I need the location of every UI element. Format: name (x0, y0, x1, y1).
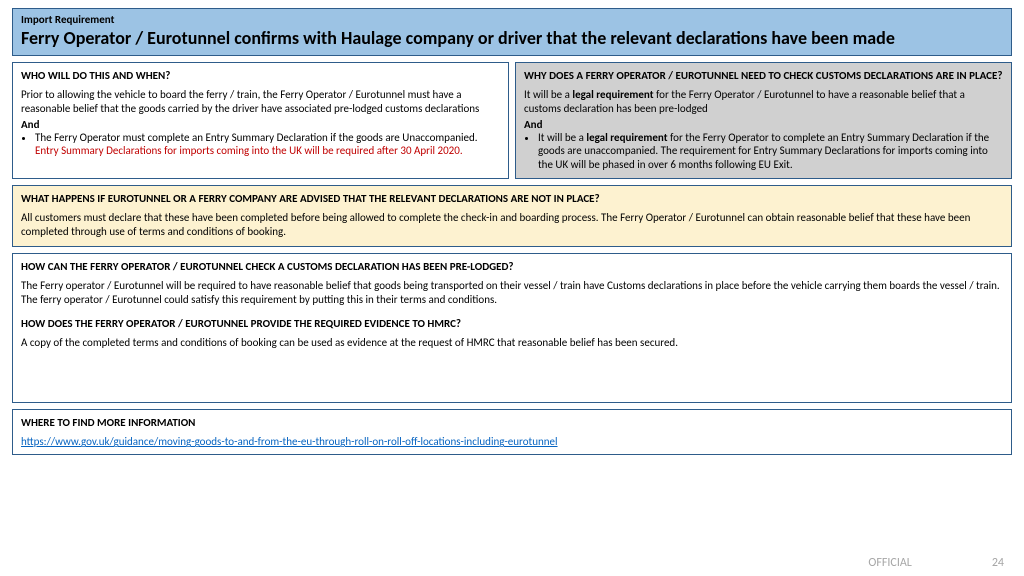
more-info-box: WHERE TO FIND MORE INFORMATION https://w… (12, 409, 1012, 455)
who-bullet-warn: Entry Summary Declarations for imports c… (35, 144, 463, 157)
more-info-link[interactable]: https://www.gov.uk/guidance/moving-goods… (21, 435, 558, 448)
why-p1: It will be a legal requirement for the F… (524, 88, 1003, 116)
why-li1b: legal requirement (586, 131, 667, 144)
who-bullet-text: The Ferry Operator must complete an Entr… (35, 131, 478, 144)
who-title: WHO WILL DO THIS AND WHEN? (21, 69, 500, 82)
who-p1: Prior to allowing the vehicle to board t… (21, 88, 500, 116)
who-bullet: The Ferry Operator must complete an Entr… (35, 131, 500, 159)
why-p1b: legal requirement (572, 88, 653, 101)
who-and: And (21, 118, 500, 131)
why-box: WHY DOES A FERRY OPERATOR / EUROTUNNEL N… (515, 62, 1012, 179)
why-li1a: It will be a (538, 131, 586, 144)
what-happens-p1: All customers must declare that these ha… (21, 211, 1003, 239)
how-title1: HOW CAN THE FERRY OPERATOR / EUROTUNNEL … (21, 260, 1003, 273)
who-box: WHO WILL DO THIS AND WHEN? Prior to allo… (12, 62, 509, 179)
how-p1: The Ferry operator / Eurotunnel will be … (21, 279, 1003, 307)
two-column-row: WHO WILL DO THIS AND WHEN? Prior to allo… (12, 62, 1012, 179)
why-and: And (524, 118, 1003, 131)
how-box: HOW CAN THE FERRY OPERATOR / EUROTUNNEL … (12, 253, 1012, 403)
what-happens-title: WHAT HAPPENS IF EUROTUNNEL OR A FERRY CO… (21, 192, 1003, 205)
header-subtitle: Import Requirement (21, 13, 1003, 26)
why-p1a: It will be a (524, 88, 572, 101)
header-title: Ferry Operator / Eurotunnel confirms wit… (21, 27, 1003, 49)
more-info-title: WHERE TO FIND MORE INFORMATION (21, 416, 1003, 429)
header-block: Import Requirement Ferry Operator / Euro… (12, 8, 1012, 56)
footer-label: OFFICIAL (868, 556, 911, 570)
how-p2: A copy of the completed terms and condit… (21, 336, 1003, 350)
footer: OFFICIAL 24 (868, 556, 1004, 570)
why-bullet: It will be a legal requirement for the F… (538, 131, 1003, 172)
what-happens-box: WHAT HAPPENS IF EUROTUNNEL OR A FERRY CO… (12, 185, 1012, 248)
how-title2: HOW DOES THE FERRY OPERATOR / EUROTUNNEL… (21, 317, 1003, 330)
why-title: WHY DOES A FERRY OPERATOR / EUROTUNNEL N… (524, 69, 1003, 82)
page-number: 24 (992, 556, 1004, 570)
